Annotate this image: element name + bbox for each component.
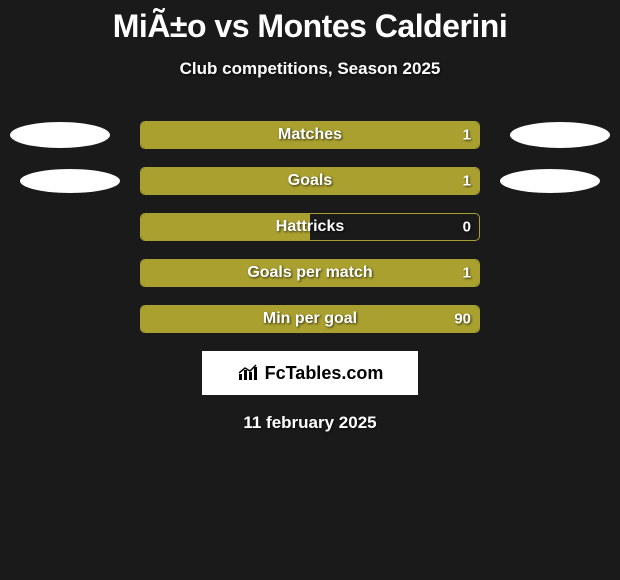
avatar-placeholder-right: [500, 169, 600, 193]
stat-value-right: 0: [463, 219, 471, 236]
avatar-placeholder-left: [10, 122, 110, 148]
stat-label: Matches: [278, 126, 342, 144]
stat-bar: Hattricks 0: [140, 213, 480, 241]
stat-bar: Goals 1: [140, 167, 480, 195]
page-title: MiÃ±o vs Montes Calderini: [0, 0, 620, 45]
date-text: 11 february 2025: [0, 413, 620, 433]
stat-bar: Min per goal 90: [140, 305, 480, 333]
stat-row: Min per goal 90: [0, 305, 620, 333]
avatar-placeholder-left: [20, 169, 120, 193]
stats-container: Matches 1 Goals 1 Hattricks 0 Goals per match 1…: [0, 121, 620, 333]
stat-value-right: 1: [463, 173, 471, 190]
avatar-placeholder-right: [510, 122, 610, 148]
subtitle: Club competitions, Season 2025: [0, 59, 620, 79]
bar-fill-right: [310, 168, 479, 194]
stat-row: Matches 1: [0, 121, 620, 149]
stat-bar: Matches 1: [140, 121, 480, 149]
stat-bar: Goals per match 1: [140, 259, 480, 287]
stat-label: Hattricks: [276, 218, 344, 236]
stat-label: Min per goal: [263, 310, 357, 328]
logo-text: FcTables.com: [265, 363, 384, 384]
stat-value-right: 90: [454, 311, 471, 328]
stat-label: Goals per match: [247, 264, 372, 282]
stat-value-right: 1: [463, 127, 471, 144]
stat-row: Hattricks 0: [0, 213, 620, 241]
logo-box: FcTables.com: [202, 351, 418, 395]
stat-label: Goals: [288, 172, 332, 190]
chart-icon: [237, 364, 259, 382]
stat-row: Goals per match 1: [0, 259, 620, 287]
stat-row: Goals 1: [0, 167, 620, 195]
bar-fill-left: [141, 168, 310, 194]
stat-value-right: 1: [463, 265, 471, 282]
